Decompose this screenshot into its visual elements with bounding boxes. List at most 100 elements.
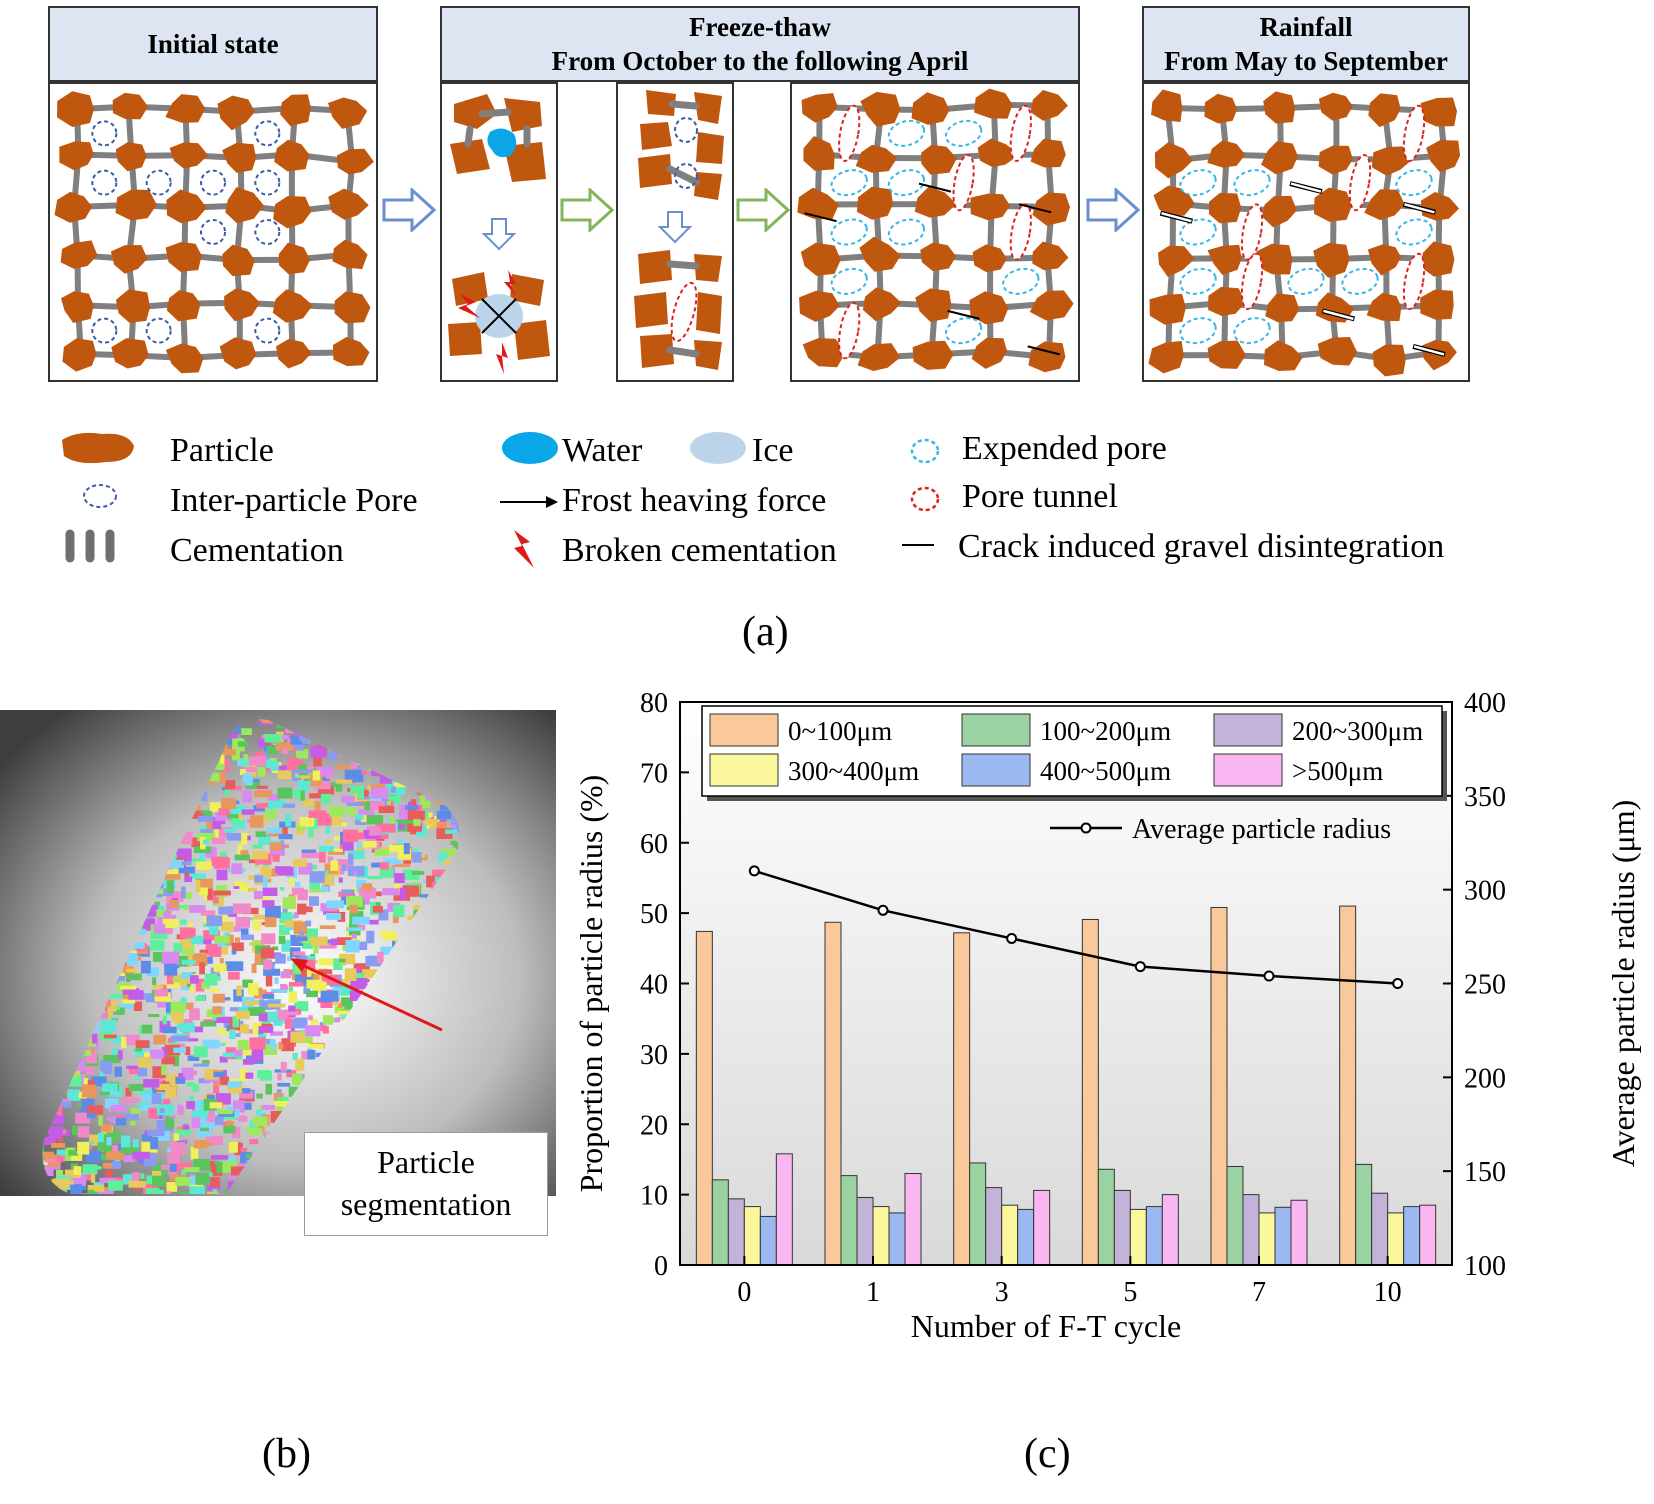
bar-2-2 [985,1187,1003,1266]
legend-swatch [709,713,779,747]
x-tick-label: 7 [1252,1277,1266,1308]
line-point [1263,970,1275,982]
y2-tick-label: 250 [1464,970,1506,1001]
bar-5-2 [1371,1192,1389,1266]
bar-5-1 [1355,1163,1373,1266]
y-tick-label: 70 [640,758,668,789]
schematic-freeze-pair [616,82,734,382]
bar-2-0 [953,932,971,1266]
legend-crack-icon [902,544,934,546]
bar-5-0 [1339,905,1357,1266]
legend-entry: 100~200μm [1040,716,1171,746]
bar-5-4 [1403,1206,1421,1266]
y2-tick-label: 200 [1464,1063,1506,1094]
legend-swatch [1213,753,1283,787]
line-point [1006,932,1018,944]
bar-3-3 [1129,1208,1147,1266]
bar-4-1 [1226,1165,1244,1266]
bar-0-0 [695,930,713,1266]
line-point [1392,978,1404,989]
bar-1-5 [904,1173,922,1266]
bar-0-5 [775,1153,793,1266]
legend-expended-pore-label: Expended pore [962,430,1167,467]
header-freeze-thaw: Freeze-thaw From October to the followin… [440,6,1080,82]
schematic-rainfall-svg [1148,89,1461,377]
y2-tick-label: 300 [1464,876,1506,907]
schematic-freeze-single-svg [448,94,550,374]
bar-1-0 [824,921,842,1266]
legend-swatch [1213,713,1283,747]
bar-5-5 [1419,1204,1437,1266]
line-point [748,865,760,877]
y2-tick-label: 400 [1464,690,1506,719]
ct-reconstruction-image [0,710,556,1196]
legend-force-label: Frost heaving force [562,482,827,519]
legend-broken-cementation-label: Broken cementation [562,532,837,569]
x-tick-label: 5 [1123,1277,1137,1308]
bar-3-0 [1081,918,1099,1266]
y2-tick-label: 100 [1464,1251,1506,1282]
line-point [877,904,889,916]
freeze-thaw-period: From October to the following April [551,46,969,76]
schematic-freeze-single [440,82,558,382]
legend-entry: 400~500μm [1040,756,1171,786]
y-tick-label: 30 [640,1040,668,1071]
arrow-green-2 [736,188,790,232]
bar-2-4 [1017,1208,1035,1266]
schematic-initial-svg [54,91,374,374]
line-point [1134,961,1146,973]
y2-axis-label: Average particle radius (μm) [1605,800,1641,1168]
legend-pore-tunnel-icon [910,486,940,512]
header-rainfall: Rainfall From May to September [1142,6,1470,82]
y-tick-label: 10 [640,1181,668,1212]
legend-cementation-label: Cementation [170,532,344,569]
bar-2-3 [1001,1204,1019,1266]
legend-ice-icon [690,432,746,464]
bar-3-5 [1161,1194,1179,1266]
bar-4-2 [1242,1194,1260,1266]
bar-0-2 [727,1198,745,1266]
schematic-freeze-result [790,82,1080,382]
bar-4-5 [1290,1199,1308,1266]
legend-swatch [709,753,779,787]
bar-2-5 [1033,1189,1051,1266]
legend-cementation-icon [65,529,115,563]
arrow-green-1 [560,188,614,232]
bar-4-0 [1210,906,1228,1266]
x-tick-label: 3 [995,1277,1009,1308]
arrow-blue-1 [382,188,436,232]
legend-entry: >500μm [1292,756,1383,786]
legend-pore-label: Inter-particle Pore [170,482,418,519]
x-axis-label: Number of F-T cycle [911,1308,1181,1344]
rainfall-title: Rainfall [1259,12,1353,42]
bar-4-4 [1274,1206,1292,1266]
rainfall-period: From May to September [1164,46,1448,76]
bar-3-4 [1145,1206,1163,1266]
caption-c: (c) [1024,1431,1071,1477]
legend-swatch [961,753,1031,787]
freeze-thaw-title: Freeze-thaw [689,12,831,42]
y-tick-label: 80 [640,690,668,719]
schematic-rainfall [1142,82,1470,382]
legend-water-icon [502,432,558,464]
legend-ice-label: Ice [752,432,794,469]
arrow-blue-2 [1086,188,1140,232]
caption-a: (a) [742,609,789,655]
legend-box [701,705,1443,797]
y-tick-label: 60 [640,829,668,860]
particle-segmentation-label: Particle segmentation [304,1132,548,1236]
bar-line-chart: 0 1 3 5 7 10010203040506070801001502002503003… [573,690,1641,1344]
legend-particle-icon [62,432,134,464]
bar-1-1 [840,1175,858,1266]
legend-broken-cementation-icon [514,530,534,568]
bar-0-1 [711,1179,729,1266]
x-tick-label: 1 [866,1277,880,1308]
bar-3-1 [1097,1168,1115,1266]
bar-3-2 [1113,1189,1131,1266]
y2-tick-label: 350 [1464,782,1506,813]
legend-entry: 300~400μm [788,756,919,786]
legend-entry: 200~300μm [1292,716,1423,746]
y-tick-label: 20 [640,1110,668,1141]
legend-crack-label: Crack induced gravel disintegration [958,528,1445,565]
bar-1-2 [856,1196,874,1266]
